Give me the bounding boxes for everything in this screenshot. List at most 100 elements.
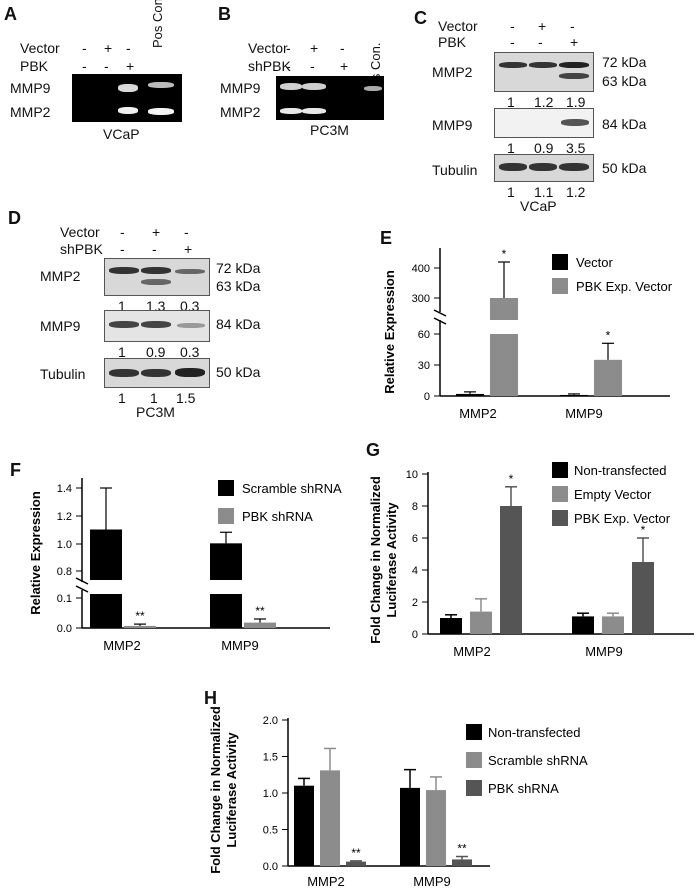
quant: 1.2 <box>534 94 554 110</box>
blot-label-mmp2: MMP2 <box>432 64 473 80</box>
bar-pbk-shrna-mmp9 <box>244 622 276 628</box>
band <box>109 267 139 274</box>
band-label-mmp9: MMP9 <box>10 80 51 96</box>
western-blot-mmp2 <box>494 52 594 92</box>
sign: - <box>340 40 345 56</box>
row-label-pbk: PBK <box>438 34 467 50</box>
band <box>141 369 171 377</box>
band <box>148 108 174 115</box>
sign: - <box>286 58 291 74</box>
quant: 1 <box>150 390 158 406</box>
band-label-mmp9: MMP9 <box>220 80 261 96</box>
y-tick-label: 1.2 <box>57 511 72 523</box>
y-tick-label: 2.0 <box>263 715 278 727</box>
legend-label: Vector <box>576 255 614 270</box>
band <box>175 368 205 377</box>
quant: 0.3 <box>180 344 200 360</box>
x-tick-label: MMP2 <box>459 406 497 421</box>
y-axis-label: Fold Change in NormalizedLuciferase Acti… <box>368 476 399 644</box>
band <box>561 119 589 126</box>
sign: - <box>184 224 189 240</box>
band <box>302 108 326 114</box>
quant: 1 <box>507 184 515 200</box>
legend-swatch <box>552 254 568 270</box>
chart-h: Fold Change in NormalizedLuciferase Acti… <box>208 706 588 889</box>
sign: - <box>120 224 125 240</box>
significance-marker: * <box>509 472 514 486</box>
y-tick-label: 10 <box>406 469 418 481</box>
y-tick-label: 0.0 <box>263 861 278 873</box>
y-axis-label-line2: Luciferase Activity <box>384 502 399 618</box>
sign: - <box>82 58 87 74</box>
bar-scramble-shrna-mmp9-upper <box>210 543 242 580</box>
legend-swatch <box>552 278 568 294</box>
row-label-vector: Vector <box>20 40 60 56</box>
y-tick-label: 30 <box>418 360 430 372</box>
pos-control-label: Pos Con. <box>150 0 165 48</box>
bar-pbk-exp-vector-mmp2-upper <box>490 298 518 320</box>
panel-label-g: G <box>366 440 381 460</box>
cell-line-label: PC3M <box>136 404 175 420</box>
legend-label: Non-transfected <box>488 725 581 740</box>
y-tick-label: 300 <box>412 293 430 305</box>
sign: + <box>340 58 349 74</box>
band <box>364 86 382 91</box>
significance-marker: ** <box>255 604 265 618</box>
panel-label-c: C <box>414 8 427 28</box>
blot-label-mmp9: MMP9 <box>40 318 81 334</box>
y-tick-label: 0.5 <box>263 825 278 837</box>
band <box>109 369 139 377</box>
panel-label-h: H <box>204 688 217 708</box>
bar-non-transfected-mmp2 <box>440 618 462 634</box>
sign: + <box>538 18 547 34</box>
y-tick-label: 1.0 <box>57 539 72 551</box>
row-label-shpbk: shPBK <box>248 58 291 74</box>
sign: + <box>184 241 193 257</box>
legend-swatch <box>218 480 234 496</box>
x-tick-label: MMP9 <box>221 638 259 653</box>
band <box>177 323 205 328</box>
y-tick-label: 1.5 <box>263 752 278 764</box>
legend-swatch <box>552 510 568 526</box>
y-axis: 0 30 60 300 400 <box>412 248 670 403</box>
blot-label-tubulin: Tubulin <box>40 366 86 382</box>
band <box>118 84 138 92</box>
band <box>559 62 589 68</box>
bar-non-transfected-mmp9 <box>400 787 420 866</box>
bar-scramble-shrna-mmp2 <box>90 594 122 628</box>
y-tick-label: 4 <box>412 565 418 577</box>
band <box>529 163 557 171</box>
sign: - <box>510 34 515 50</box>
kda-84: 84 kDa <box>216 316 261 332</box>
blot-label-mmp2: MMP2 <box>40 268 81 284</box>
y-axis-label-line1: Fold Change in Normalized <box>208 706 223 874</box>
y-axis-label-line1: Fold Change in Normalized <box>368 476 383 644</box>
x-tick-label: MMP2 <box>103 638 141 653</box>
row-label-vector: Vector <box>248 40 288 56</box>
band <box>141 321 171 328</box>
western-blot-mmp9 <box>494 108 594 138</box>
legend-swatch <box>466 752 482 768</box>
y-tick-label: 60 <box>418 329 430 341</box>
bar-non-transfected-mmp2 <box>294 785 314 866</box>
western-blot-tubulin <box>494 154 594 182</box>
bar-pbk-exp-vector-mmp2 <box>490 334 518 396</box>
cell-line-label: VCaP <box>520 198 557 214</box>
sign: - <box>510 18 515 34</box>
sign: + <box>310 40 319 56</box>
bar-empty-vector-mmp2 <box>470 611 492 634</box>
band <box>302 83 326 90</box>
band <box>280 108 302 114</box>
bar-pbk-shrna-mmp9 <box>452 859 472 866</box>
panel-label-f: F <box>10 460 21 480</box>
bar-scramble-shrna-mmp2 <box>320 770 340 866</box>
band <box>529 62 557 68</box>
x-tick-label: MMP9 <box>565 406 603 421</box>
quant: 1 <box>118 390 126 406</box>
chart-f: Relative Expression 0.0 0.1 0.8 1.0 1.2 … <box>28 478 342 653</box>
western-blot-mmp2 <box>104 258 210 296</box>
y-tick-label: 0.0 <box>57 623 72 635</box>
panel-label-d: D <box>8 208 21 228</box>
zymogram-blot <box>72 74 182 122</box>
western-blot-mmp9 <box>104 310 210 342</box>
